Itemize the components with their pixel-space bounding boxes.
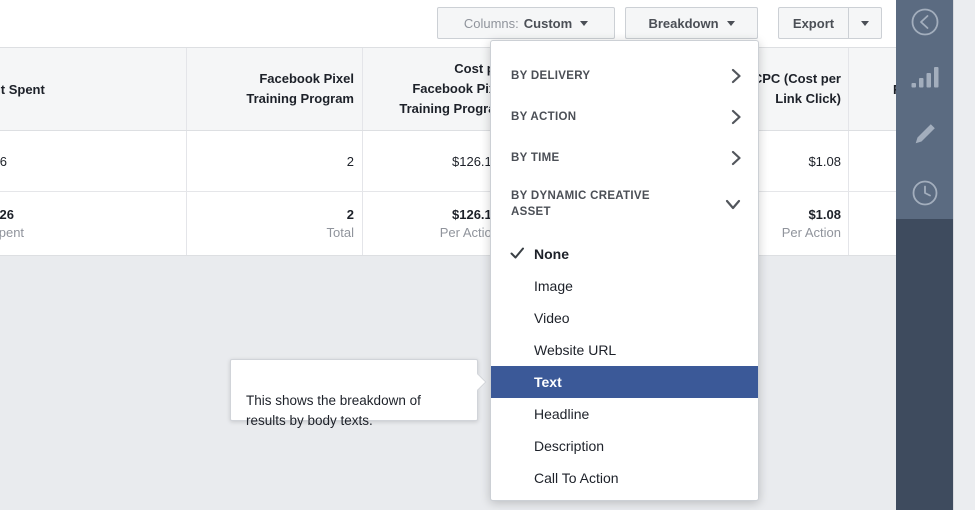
cell-value: $126.13 (452, 153, 499, 169)
cell-value: $1.08 (808, 153, 841, 169)
clock-icon (912, 180, 937, 206)
chevron-down-icon (725, 199, 741, 209)
checkmark-icon (510, 247, 524, 259)
cell-amount-spent: $252.26 (0, 131, 187, 191)
page-scroll-gutter[interactable] (953, 0, 975, 510)
menu-section-by-delivery[interactable]: BY DELIVERY (491, 55, 758, 96)
breakdown-menu: BY DELIVERY BY ACTION BY TIME BY DYNAMIC… (490, 40, 759, 501)
menu-item-label: Website URL (534, 342, 617, 358)
chevron-right-icon (731, 109, 741, 124)
menu-section-by-action[interactable]: BY ACTION (491, 96, 758, 137)
right-sidebar (896, 0, 953, 510)
pencil-icon (915, 124, 935, 144)
menu-section-label: BY TIME (511, 151, 560, 164)
totals-label: Total (326, 224, 354, 240)
menu-item-headline[interactable]: Headline (491, 398, 758, 430)
bar-chart-icon (911, 67, 938, 88)
menu-item-label: Text (534, 374, 562, 390)
menu-item-description[interactable]: Description (491, 430, 758, 462)
cell-cpc: $1.08 (525, 131, 849, 191)
menu-section-label: BY DELIVERY (511, 69, 591, 82)
totals-value: $252.26 (0, 206, 14, 222)
menu-item-label: Video (534, 310, 570, 326)
menu-item-label: Headline (534, 406, 590, 422)
menu-item-video[interactable]: Video (491, 302, 758, 334)
totals-result: 2 Total (187, 192, 363, 255)
menu-section-by-time[interactable]: BY TIME (491, 137, 758, 178)
column-header-label: CPC (Cost per Link Click) (752, 71, 841, 106)
export-button-label: Export (792, 15, 835, 31)
totals-cost-per-result: $126.13 Per Action (363, 192, 525, 255)
chevron-left-circle-icon (911, 8, 938, 36)
export-button[interactable]: Export (779, 8, 848, 38)
chevron-right-icon (731, 150, 741, 165)
table-header-row: Amount Spent Facebook Pixel Training Pro… (0, 48, 896, 131)
breakdown-button[interactable]: Breakdown (625, 7, 758, 39)
totals-value: $1.08 (808, 206, 841, 222)
menu-section-label: BY ACTION (511, 110, 577, 123)
totals-value: $126.13 (452, 206, 499, 222)
edit-button[interactable] (912, 121, 938, 152)
totals-clipped (849, 192, 896, 255)
metrics-table: Amount Spent Facebook Pixel Training Pro… (0, 47, 896, 256)
column-header-label: R (893, 82, 896, 97)
menu-item-label: Call To Action (534, 470, 619, 486)
chevron-down-icon (580, 20, 589, 26)
totals-label: Per Action (781, 224, 841, 240)
menu-item-none[interactable]: None (491, 238, 758, 270)
menu-item-label: Description (534, 438, 605, 454)
totals-label: Total Spent (0, 224, 25, 240)
menu-item-website-url[interactable]: Website URL (491, 334, 758, 366)
menu-item-text[interactable]: Text (491, 366, 758, 398)
menu-section-by-dynamic-creative-asset[interactable]: BY DYNAMIC CREATIVE ASSET (491, 178, 758, 230)
chevron-right-icon (731, 68, 741, 83)
column-header-label: Facebook Pixel Training Program (246, 71, 354, 106)
totals-value: 2 (346, 206, 354, 222)
history-button[interactable] (911, 179, 939, 212)
chevron-down-icon (726, 20, 735, 26)
cell-value: 2 (346, 153, 354, 169)
table-row: $252.26 2 $126.13 $1.08 (0, 131, 896, 192)
column-header-result[interactable]: Facebook Pixel Training Program (187, 48, 363, 130)
column-header-amount-spent[interactable]: Amount Spent (0, 48, 187, 130)
column-header-clipped[interactable]: R (849, 48, 896, 130)
sidebar-bottom-panel (896, 219, 953, 510)
column-header-cpc[interactable]: CPC (Cost per Link Click) (525, 48, 849, 130)
table-totals-row: $252.26 Total Spent 2 Total $126.13 Per … (0, 192, 896, 256)
menu-section-label: BY DYNAMIC CREATIVE ASSET (511, 190, 650, 218)
menu-item-call-to-action[interactable]: Call To Action (491, 462, 758, 494)
export-split-button: Export (778, 7, 882, 39)
cell-result: 2 (187, 131, 363, 191)
export-options-button[interactable] (848, 8, 881, 38)
menu-item-list: None Image Video Website URL Text Headli… (491, 238, 758, 494)
totals-label: Per Action (439, 224, 499, 240)
columns-button[interactable]: Columns: Custom (437, 7, 615, 39)
menu-item-image[interactable]: Image (491, 270, 758, 302)
columns-button-prefix: Columns: (463, 15, 519, 31)
chevron-down-icon (861, 20, 869, 26)
columns-button-value: Custom (523, 15, 573, 31)
cell-clipped (849, 131, 896, 191)
column-header-label: Amount Spent (0, 81, 45, 97)
toolbar: Columns: Custom Breakdown Export (0, 0, 896, 47)
breakdown-tooltip: This shows the breakdown of results by b… (230, 359, 487, 428)
totals-amount-spent: $252.26 Total Spent (0, 192, 187, 255)
totals-cpc: $1.08 Per Action (525, 192, 849, 255)
collapse-panel-button[interactable] (910, 7, 940, 42)
breakdown-button-label: Breakdown (648, 15, 719, 31)
charts-button[interactable] (911, 66, 938, 93)
menu-item-label: None (534, 246, 569, 262)
tooltip-text: This shows the breakdown of results by b… (246, 393, 421, 428)
cell-value: $252.26 (0, 153, 7, 169)
ads-manager-main: Columns: Custom Breakdown Export Amount … (0, 0, 896, 256)
menu-item-label: Image (534, 278, 573, 294)
